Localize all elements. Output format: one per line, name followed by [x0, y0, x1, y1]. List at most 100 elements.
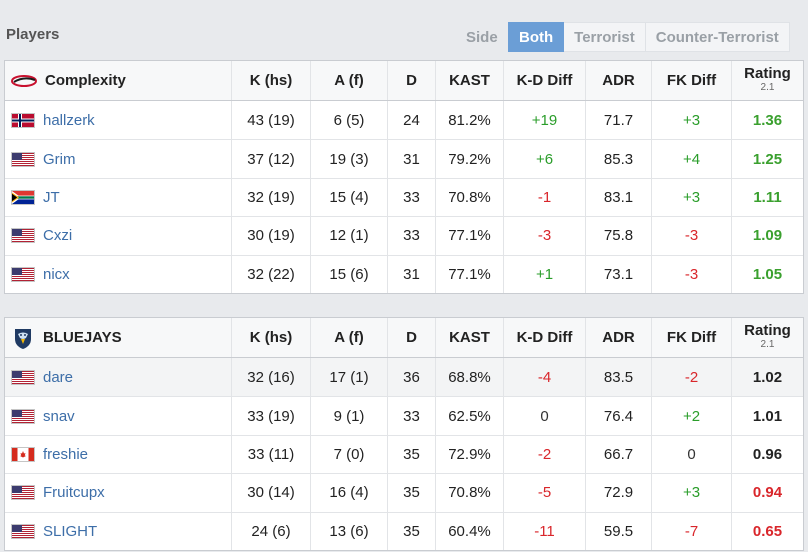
- team-header-row: Complexity K (hs) A (f) D KAST K-D Diff ADR FK …: [5, 61, 803, 101]
- rating-cell: 0.96: [731, 435, 803, 474]
- kd-diff-cell: -1: [503, 178, 585, 217]
- deaths-cell: 35: [387, 435, 435, 474]
- player-name-link[interactable]: SLIGHT: [43, 522, 98, 540]
- deaths-cell: 31: [387, 140, 435, 178]
- player-name-link[interactable]: Fruitcupx: [43, 484, 105, 502]
- col-fk-diff-header: FK Diff: [651, 318, 731, 357]
- col-kast-header: KAST: [435, 61, 503, 100]
- adr-cell: 73.1: [585, 255, 651, 293]
- adr-cell: 83.1: [585, 178, 651, 217]
- kd-diff-cell: -4: [503, 358, 585, 397]
- player-cell: Cxzi: [5, 217, 231, 254]
- kills-hs-cell: 24 (6): [231, 512, 310, 550]
- usa-flag-icon: [11, 266, 35, 282]
- player-cell: dare: [5, 358, 231, 396]
- col-khs-header: K (hs): [231, 318, 310, 357]
- tab-counter-terrorist[interactable]: Counter-Terrorist: [645, 22, 790, 52]
- deaths-cell: 35: [387, 512, 435, 550]
- rating-cell: 1.25: [731, 140, 803, 178]
- usa-flag-icon: [11, 151, 35, 167]
- col-af-header: A (f): [310, 61, 387, 100]
- rating-cell: 1.05: [731, 255, 803, 293]
- kills-hs-cell: 37 (12): [231, 140, 310, 178]
- kast-cell: 72.9%: [435, 435, 503, 474]
- deaths-cell: 31: [387, 255, 435, 293]
- fk-diff-cell: +2: [651, 397, 731, 435]
- deaths-cell: 33: [387, 178, 435, 217]
- deaths-cell: 33: [387, 217, 435, 255]
- kills-hs-cell: 32 (19): [231, 178, 310, 217]
- col-adr-header: ADR: [585, 61, 651, 100]
- player-name-link[interactable]: Grim: [43, 150, 76, 168]
- bluejays-logo-icon: [11, 326, 35, 350]
- kills-hs-cell: 32 (22): [231, 255, 310, 293]
- team-name-cell: Complexity: [5, 61, 231, 100]
- player-row: Grim 37 (12) 19 (3) 31 79.2% +6 85.3 +4 1.25: [5, 139, 803, 178]
- fk-diff-cell: -3: [651, 255, 731, 293]
- assists-cell: 6 (5): [310, 101, 387, 140]
- player-name-link[interactable]: JT: [43, 188, 60, 206]
- kills-hs-cell: 30 (19): [231, 217, 310, 255]
- kast-cell: 68.8%: [435, 358, 503, 397]
- assists-cell: 15 (6): [310, 255, 387, 293]
- player-cell: Grim: [5, 140, 231, 177]
- adr-cell: 75.8: [585, 217, 651, 255]
- tab-both[interactable]: Both: [508, 22, 565, 52]
- col-khs-header: K (hs): [231, 61, 310, 100]
- player-row: hallzerk 43 (19) 6 (5) 24 81.2% +19 71.7 +3 1.36: [5, 101, 803, 140]
- assists-cell: 9 (1): [310, 397, 387, 435]
- player-name-link[interactable]: nicx: [43, 265, 70, 283]
- kd-diff-cell: -5: [503, 474, 585, 512]
- usa-flag-icon: [11, 408, 35, 424]
- player-name-link[interactable]: snav: [43, 407, 75, 425]
- rating-cell: 1.02: [731, 358, 803, 397]
- rating-cell: 1.11: [731, 178, 803, 217]
- col-rating-header: Rating 2.1: [731, 318, 803, 357]
- usa-flag-icon: [11, 523, 35, 539]
- player-cell: snav: [5, 397, 231, 434]
- player-name-link[interactable]: freshie: [43, 445, 89, 463]
- player-row: JT 32 (19) 15 (4) 33 70.8% -1 83.1 +3 1.11: [5, 177, 803, 217]
- usa-flag-icon: [11, 485, 35, 501]
- player-name-link[interactable]: dare: [43, 368, 74, 386]
- player-name-link[interactable]: Cxzi: [43, 227, 73, 245]
- rating-cell: 0.65: [731, 512, 803, 550]
- tab-terrorist[interactable]: Terrorist: [564, 22, 646, 52]
- rating-version: 2.1: [760, 81, 775, 93]
- deaths-cell: 24: [387, 101, 435, 140]
- kd-diff-cell: +19: [503, 101, 585, 140]
- kd-diff-cell: -2: [503, 435, 585, 474]
- team-name: Complexity: [45, 72, 126, 89]
- adr-cell: 66.7: [585, 435, 651, 474]
- player-cell: freshie: [5, 436, 231, 473]
- kast-cell: 62.5%: [435, 397, 503, 435]
- kills-hs-cell: 32 (16): [231, 358, 310, 397]
- col-d-header: D: [387, 318, 435, 357]
- usa-flag-icon: [11, 228, 35, 244]
- rating-version: 2.1: [760, 338, 775, 350]
- norway-flag-icon: [11, 112, 35, 128]
- adr-cell: 72.9: [585, 474, 651, 512]
- kast-cell: 70.8%: [435, 178, 503, 217]
- kast-cell: 77.1%: [435, 255, 503, 293]
- rating-label: Rating: [744, 321, 791, 339]
- kills-hs-cell: 33 (19): [231, 397, 310, 435]
- player-row: dare 32 (16) 17 (1) 36 68.8% -4 83.5 -2 1.02: [5, 358, 803, 397]
- player-cell: SLIGHT: [5, 513, 231, 550]
- kast-cell: 70.8%: [435, 474, 503, 512]
- kd-diff-cell: -3: [503, 217, 585, 255]
- player-name-link[interactable]: hallzerk: [43, 111, 95, 129]
- col-fk-diff-header: FK Diff: [651, 61, 731, 100]
- player-cell: JT: [5, 179, 231, 216]
- col-adr-header: ADR: [585, 318, 651, 357]
- team-table-bluejays: BLUEJAYS K (hs) A (f) D KAST K-D Diff ADR FK Di…: [4, 317, 804, 551]
- rating-cell: 1.01: [731, 397, 803, 435]
- col-d-header: D: [387, 61, 435, 100]
- kd-diff-cell: +6: [503, 140, 585, 178]
- team-table-complexity: Complexity K (hs) A (f) D KAST K-D Diff ADR FK …: [4, 60, 804, 294]
- fk-diff-cell: +4: [651, 140, 731, 178]
- assists-cell: 19 (3): [310, 140, 387, 178]
- player-cell: nicx: [5, 256, 231, 293]
- kast-cell: 77.1%: [435, 217, 503, 255]
- col-af-header: A (f): [310, 318, 387, 357]
